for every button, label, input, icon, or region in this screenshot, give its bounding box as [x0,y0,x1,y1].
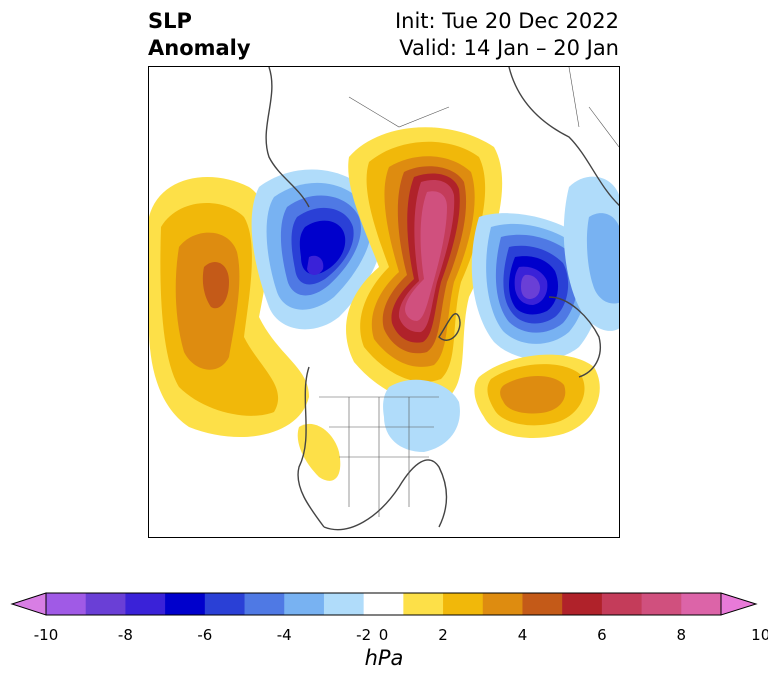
colorbar-segment [323,593,365,615]
colorbar-segment [244,593,285,615]
colorbar-tick-label: -8 [117,626,133,644]
colorbar [10,592,758,616]
colorbar-under-arrow [10,592,47,616]
europe-low-region [471,213,602,360]
colorbar-tick-label: 6 [597,626,607,644]
east-low-inner [586,213,619,304]
title-line-1: SLP [148,9,192,33]
colorbar-tick-label: -2 [356,626,372,644]
colorbar-segment [641,593,682,615]
colorbar-segment [85,593,126,615]
forecast-dates: Init: Tue 20 Dec 2022 Valid: 14 Jan – 20… [395,8,619,62]
title-line-2: Anomaly [148,36,251,60]
canada-low-region [383,379,460,452]
anomaly-map [148,66,620,538]
colorbar-tick-label: -10 [33,626,59,644]
siberia-low-region [251,169,384,330]
political-borders [319,67,619,517]
colorbar-tick-label: 0 [378,626,389,644]
colorbar-tick-label: -4 [276,626,292,644]
colorbar-tick-label: 10 [751,626,768,644]
colorbar-unit: hPa [364,646,404,670]
colorbar-tick-label: 8 [676,626,687,644]
map-canvas [149,67,619,531]
map-title: SLP Anomaly [148,8,251,62]
colorbar-tick-label: 4 [517,626,528,644]
colorbar-segment [125,593,166,615]
colorbar-segment [522,593,563,615]
colorbar-segment [403,593,444,615]
colorbar-segment [601,593,643,615]
colorbar-segment [46,593,87,615]
pacific-high-region [149,177,309,437]
western-us-high-region [297,423,341,481]
atlantic-high-region [474,354,600,438]
colorbar-segment [443,593,484,615]
colorbar-tick-label: -6 [197,626,213,644]
colorbar-segment [681,593,722,615]
colorbar-segment [284,593,325,615]
colorbar-segment [363,593,404,615]
init-date: Init: Tue 20 Dec 2022 [394,9,619,33]
colorbar-over-arrow [720,592,758,616]
colorbar-segment [482,593,523,615]
colorbar-segment [165,593,206,615]
colorbar-outline [45,592,722,616]
colorbar-segment [204,593,246,615]
arctic-high-region [346,127,503,403]
colorbar-tick-label: 2 [438,626,448,644]
coastlines [265,67,619,531]
valid-range: Valid: 14 Jan – 20 Jan [399,36,619,60]
colorbar-segment [562,593,603,615]
